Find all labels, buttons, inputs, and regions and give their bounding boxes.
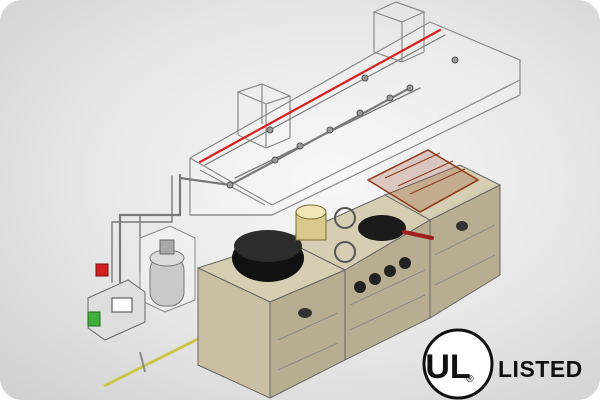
agent-tank [139,225,196,313]
control-panel [87,279,146,341]
exhaust-duct-right [372,1,426,63]
stockpot [295,204,327,241]
frying-pan [358,215,434,241]
ul-listed-mark: UL ® [422,328,494,400]
suppression-piping [111,28,459,284]
wok [232,230,304,282]
gas-supply-line [103,336,201,388]
manual-pull-station [95,263,109,277]
deep-fryer-basket [366,149,480,213]
griddle-and-fryer-units [383,164,502,319]
registered-symbol: ® [466,374,474,385]
ul-listed-label: LISTED [498,356,583,382]
ul-letter-u: UL [425,348,470,386]
stockpot-burner-range [283,194,432,361]
